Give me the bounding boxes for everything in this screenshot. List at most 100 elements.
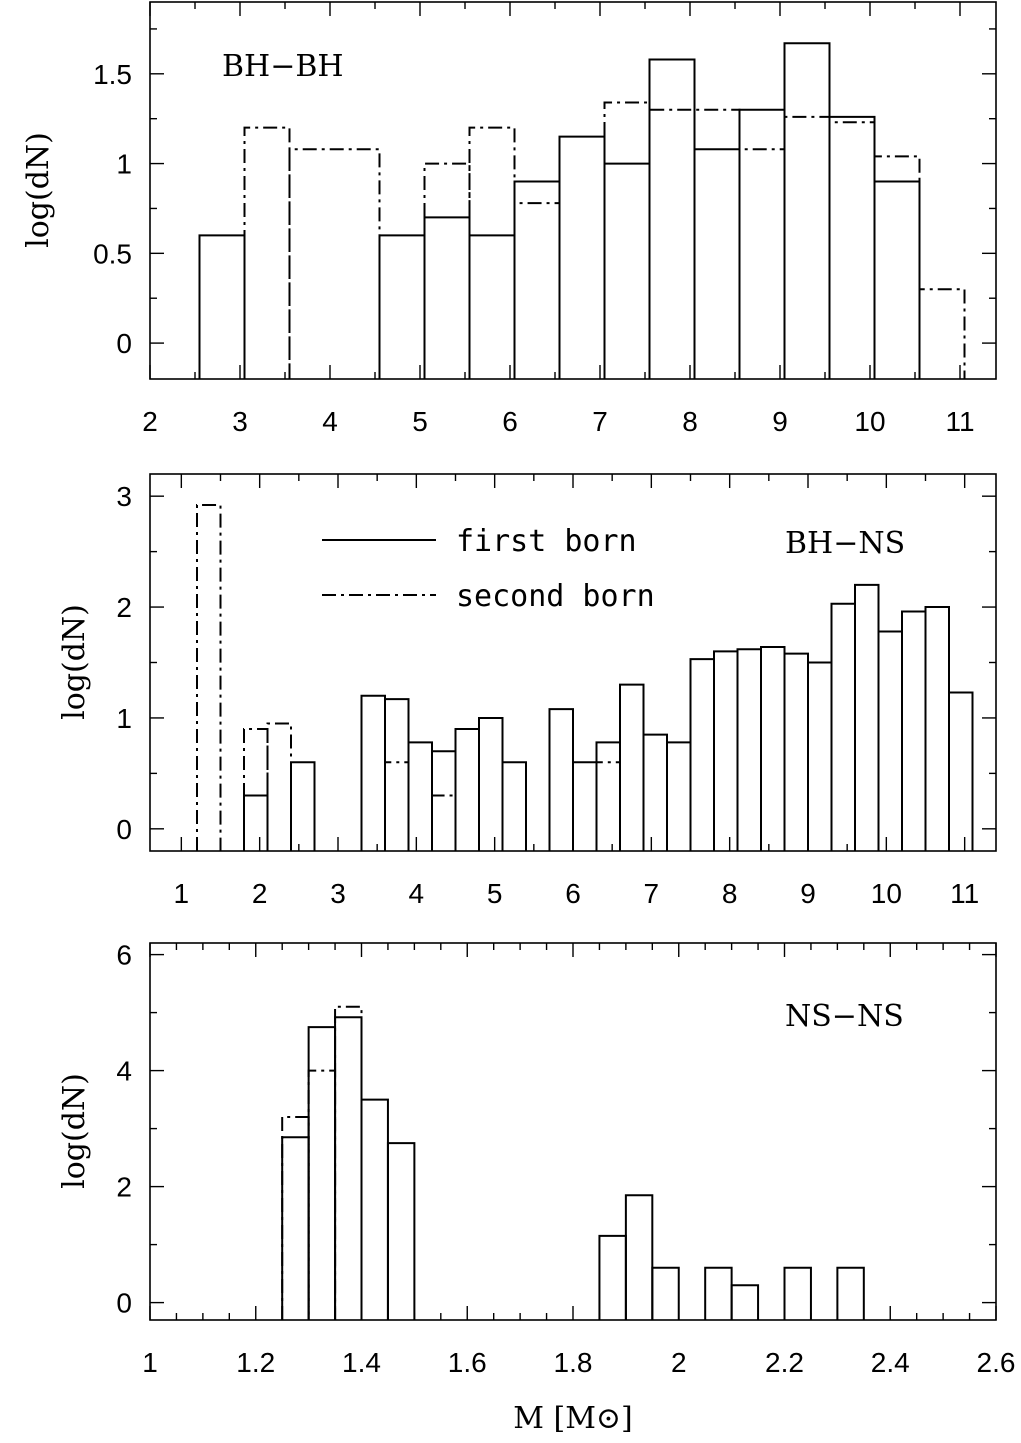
y-axis-label: log(dN) <box>57 604 92 720</box>
x-tick-label: 8 <box>722 878 738 909</box>
histogram-bin-first-born <box>828 115 876 379</box>
histogram-bin-first-born <box>713 650 739 851</box>
x-tick-label: 1.6 <box>448 1347 487 1378</box>
histogram-bin-first-born <box>360 694 386 851</box>
histogram-bin-first-born <box>603 162 651 379</box>
histogram-bin-second-born <box>243 126 291 379</box>
histogram-bin-first-born <box>760 645 786 851</box>
histogram-bin-second-born <box>334 1005 363 1320</box>
histogram-bin-second-born <box>423 162 471 379</box>
histogram-bin-second-born <box>431 794 457 851</box>
y-axis-label: log(dN) <box>21 132 56 248</box>
histogram-bin-second-born <box>513 202 561 379</box>
histogram-bin-second-born <box>738 148 786 379</box>
x-tick-label: 11 <box>945 406 974 437</box>
x-tick-label: 1.8 <box>554 1347 593 1378</box>
histogram-bin-first-born <box>783 1266 812 1320</box>
y-tick-label: 0 <box>116 328 132 359</box>
x-tick-label: 2 <box>252 878 268 909</box>
histogram-bin-first-born <box>558 135 606 379</box>
histogram-bin-first-born <box>666 741 692 851</box>
histogram-bin-first-born <box>478 716 504 851</box>
histogram-bin-first-born <box>598 1234 627 1320</box>
histogram-bin-first-born <box>431 750 457 851</box>
histogram-bin-first-born <box>572 761 598 851</box>
x-tick-label: 1 <box>142 1347 158 1378</box>
histogram-bin-first-born <box>901 610 927 851</box>
histogram-bin-second-born <box>873 155 921 379</box>
x-tick-label: 4 <box>409 878 425 909</box>
legend-label-second-born: second born <box>456 579 655 614</box>
x-tick-label: 2 <box>671 1347 687 1378</box>
x-tick-label: 8 <box>682 406 698 437</box>
histogram-bin-first-born <box>360 1098 389 1320</box>
x-tick-label: 6 <box>565 878 581 909</box>
histogram-bin-first-born <box>198 234 246 379</box>
histogram-bin-first-born <box>648 58 696 379</box>
y-axis-label: log(dN) <box>57 1073 92 1189</box>
histogram-bin-second-born <box>266 722 292 851</box>
series-group <box>198 42 966 379</box>
x-tick-label: 11 <box>950 878 979 909</box>
histogram-bin-second-born <box>243 728 269 851</box>
axis-ticks <box>149 943 997 1320</box>
histogram-bin-first-born <box>334 1016 363 1320</box>
histogram-bin-first-born <box>948 691 974 851</box>
x-tick-label: 1.2 <box>236 1347 275 1378</box>
plot-frame <box>149 1 997 380</box>
histogram-bin-first-born <box>548 708 574 851</box>
histogram-bin-second-born <box>384 761 410 851</box>
y-tick-label: 6 <box>116 940 132 971</box>
histogram-bin-first-born <box>854 583 880 851</box>
x-axis-label: M [M⊙] <box>513 1401 633 1436</box>
histogram-bin-first-born <box>693 148 741 379</box>
x-tick-label: 2.4 <box>871 1347 910 1378</box>
histogram-bin-second-born <box>196 504 222 851</box>
series-group <box>281 1005 865 1320</box>
x-tick-label: 2.6 <box>977 1347 1016 1378</box>
x-tick-label: 10 <box>854 406 885 437</box>
histogram-bin-first-born <box>619 683 645 851</box>
histogram-bin-first-born <box>281 1136 310 1320</box>
histogram-bin-second-born <box>468 126 516 379</box>
histogram-bin-first-born <box>651 1266 680 1320</box>
histogram-bin-second-born <box>648 108 741 379</box>
x-tick-label: 1.4 <box>342 1347 381 1378</box>
panel-ns-ns: 1 1.2 1.4 1.6 1.8 2 2.2 2.4 2.6 0 2 4 6 NS−NS log(d… <box>57 940 1015 1436</box>
x-tick-label: 7 <box>644 878 660 909</box>
panel-bh-bh: 2 3 4 5 6 7 8 9 10 11 0 0.5 1 1.5 BH−BH log(dN) <box>21 1 997 437</box>
x-tick-label: 9 <box>800 878 816 909</box>
panel-bh-ns: 1 2 3 4 5 6 7 8 9 10 11 0 1 2 3 BH−NS log(dN) first b… <box>57 473 997 909</box>
histogram-bin-first-born <box>836 1266 865 1320</box>
histogram-bin-first-born <box>407 741 433 851</box>
x-tick-label: 7 <box>592 406 608 437</box>
legend: first born second born <box>322 524 655 614</box>
histogram-bin-first-born <box>513 180 561 379</box>
y-tick-label: 0 <box>116 814 132 845</box>
x-tick-label: 3 <box>330 878 346 909</box>
y-tick-label: 1.5 <box>93 59 132 90</box>
histogram-bin-second-born <box>307 1069 337 1320</box>
y-tick-label: 4 <box>116 1056 132 1087</box>
x-tick-label: 4 <box>322 406 338 437</box>
y-tick-labels: 0 2 4 6 <box>116 940 132 1319</box>
x-tick-labels: 2 3 4 5 6 7 8 9 10 11 <box>142 406 974 437</box>
histogram-bin-first-born <box>378 234 426 379</box>
y-tick-labels: 0 1 2 3 <box>116 481 132 845</box>
histogram-bin-first-born <box>730 1284 760 1320</box>
panel-label: BH−NS <box>785 526 905 561</box>
panel-label: BH−BH <box>222 49 344 84</box>
y-tick-label: 3 <box>116 481 132 512</box>
x-tick-label: 6 <box>502 406 518 437</box>
histogram-bin-first-born <box>877 630 903 851</box>
histogram-bin-first-born <box>386 1142 416 1320</box>
x-tick-labels: 1 2 3 4 5 6 7 8 9 10 11 <box>174 878 980 909</box>
histogram-bin-first-born <box>830 602 856 851</box>
x-tick-label: 3 <box>232 406 248 437</box>
histogram-bin-first-born <box>243 794 269 851</box>
x-tick-label: 10 <box>871 878 902 909</box>
histogram-bin-first-born <box>736 648 762 851</box>
series-group <box>196 504 974 851</box>
histogram-bin-first-born <box>783 42 831 379</box>
